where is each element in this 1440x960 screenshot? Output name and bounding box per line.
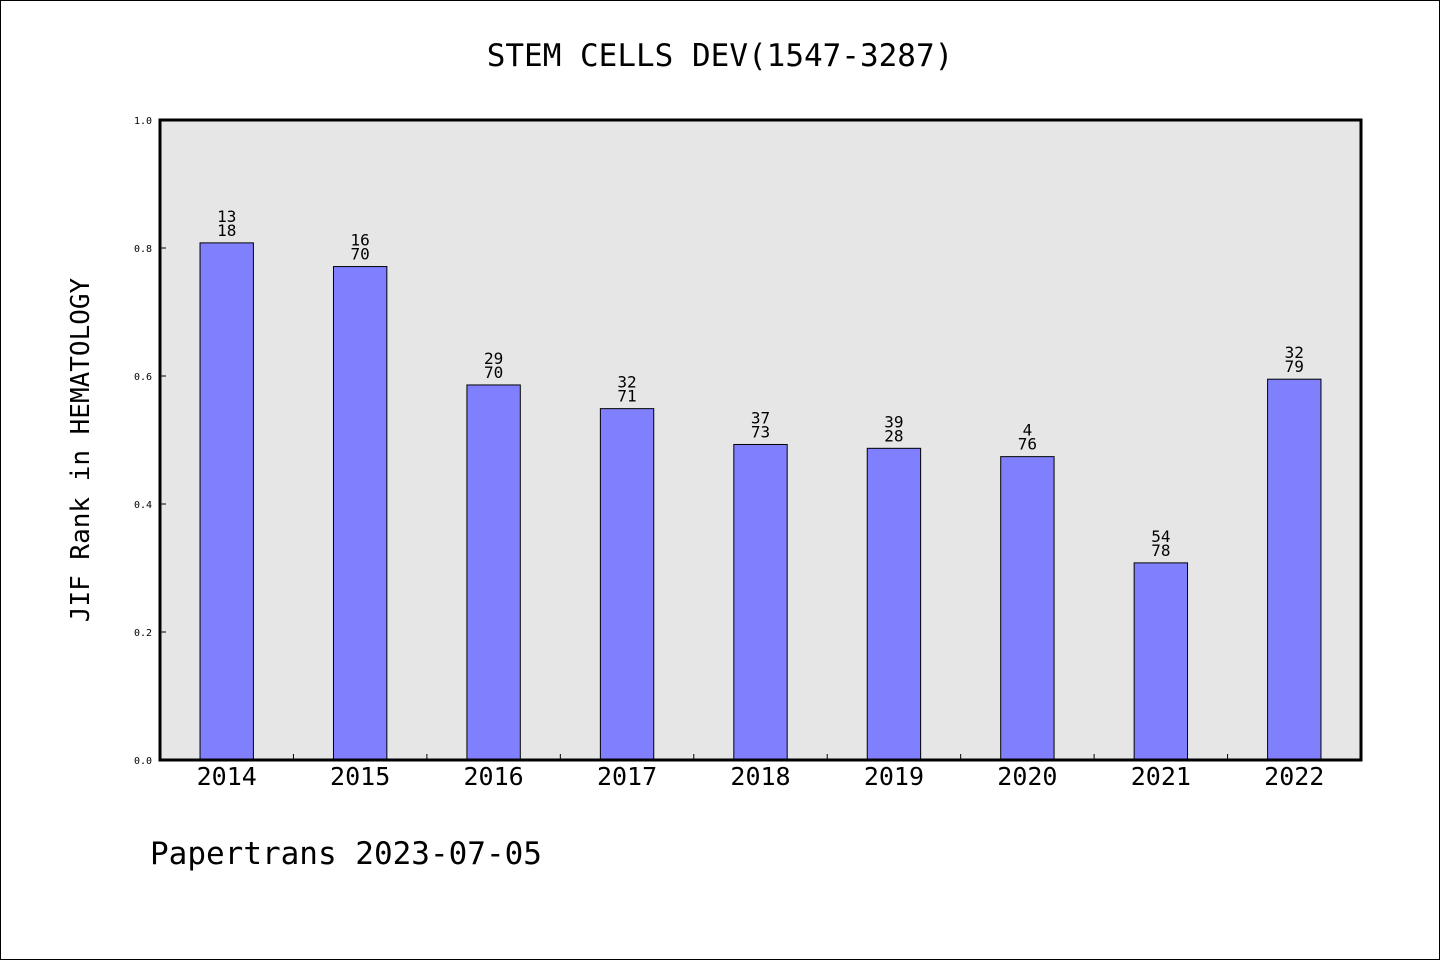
bar-label-total: 70 — [484, 363, 503, 382]
bar-label-total: 78 — [1151, 541, 1170, 560]
bar-label-rank: 16 — [351, 231, 370, 250]
y-tick-label: 0.0 — [134, 756, 152, 767]
y-tick-label: 0.2 — [134, 628, 152, 639]
bar-label-rank: 37 — [751, 408, 770, 427]
bar-2015 — [332, 266, 388, 761]
plot-border — [158, 118, 1363, 762]
bar-2014 — [199, 242, 254, 761]
y-tick-label: 0.6 — [134, 372, 152, 383]
bar-label-total: 28 — [884, 426, 903, 445]
bar-label-rank: 4 — [1023, 421, 1033, 440]
y-tick-label: 0.4 — [134, 500, 152, 511]
x-tick-label: 2018 — [730, 762, 790, 791]
bar-2020 — [1000, 456, 1055, 761]
bar-label-total: 79 — [1285, 357, 1304, 376]
x-tick-label: 2017 — [597, 762, 657, 791]
bar-label-rank: 29 — [484, 349, 503, 368]
y-axis-label: JIF Rank in HEMATOLOGY — [66, 277, 96, 622]
x-tick-label: 2022 — [1264, 762, 1324, 791]
bar-label-rank: 32 — [1285, 343, 1304, 362]
bar-label-total: 73 — [751, 422, 770, 441]
footer-text: Papertrans 2023-07-05 — [150, 836, 542, 872]
bar-2019 — [866, 447, 922, 761]
x-tick-label: 2014 — [197, 762, 257, 791]
x-tick-label: 2020 — [997, 762, 1057, 791]
x-axis: 2014 2015 2016 2017 2018 2019 2020 2021 2022 — [197, 754, 1324, 791]
bar-2017 — [599, 408, 655, 761]
x-tick-label: 2019 — [864, 762, 924, 791]
bar-label-rank: 54 — [1151, 527, 1170, 546]
bar-label-total: 18 — [217, 221, 236, 240]
chart-title: STEM CELLS DEV(1547-3287) — [487, 38, 954, 74]
y-tick-label: 1.0 — [134, 116, 152, 127]
x-tick-label: 2015 — [330, 762, 390, 791]
bar-2022 — [1267, 378, 1322, 761]
bar-label-total: 70 — [351, 245, 370, 264]
bar-2018 — [733, 443, 788, 761]
bar-label-rank: 32 — [617, 373, 636, 392]
bar-label-rank: 39 — [884, 412, 903, 431]
bar-2021 — [1133, 562, 1189, 761]
x-tick-label: 2016 — [464, 762, 524, 791]
bar-label-total: 76 — [1018, 435, 1037, 454]
bar-2016 — [466, 384, 521, 761]
bar-label-total: 71 — [617, 387, 636, 406]
y-tick-label: 0.8 — [134, 244, 152, 255]
bar-label-rank: 13 — [217, 207, 236, 226]
x-tick-label: 2021 — [1131, 762, 1191, 791]
